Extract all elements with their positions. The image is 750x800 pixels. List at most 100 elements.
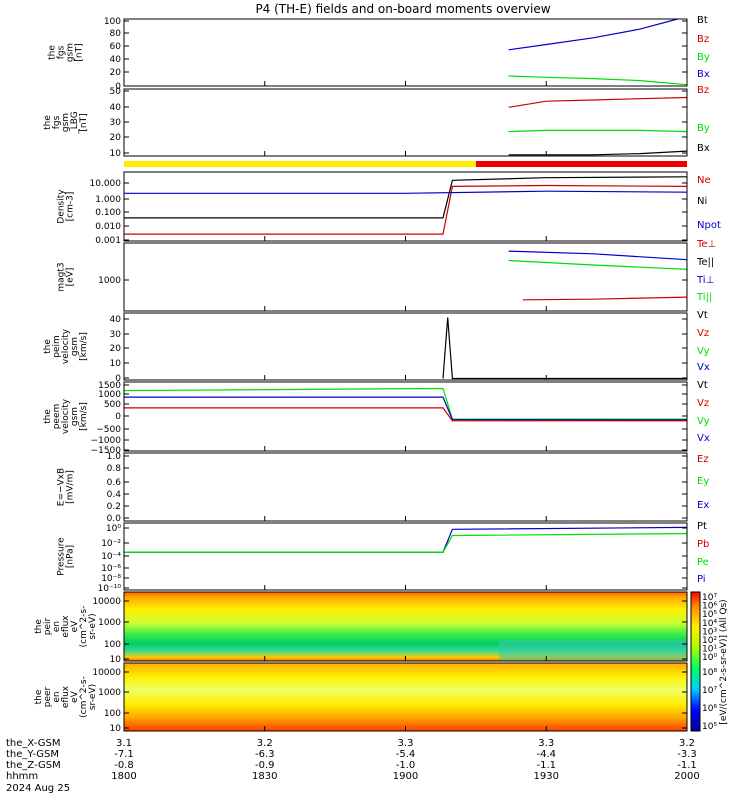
ytick-label-peem-velocity: 1000 (98, 390, 121, 400)
ytick-label-efield: 0.8 (107, 464, 122, 474)
footer-date: 2024 Aug 25 (6, 783, 70, 794)
legend-pressure: Pe (697, 557, 709, 568)
status-bar-red (475, 161, 687, 167)
colorbar-tick: 10² (702, 636, 717, 646)
series-line-Ne (124, 184, 688, 235)
spectrograms (124, 592, 687, 731)
footer-label: the_X-GSM (6, 738, 60, 749)
ytick-label-pressure: 10⁰ (106, 524, 121, 534)
panel-frames (123, 18, 688, 732)
colorbar-tick: 10¹ (702, 645, 717, 655)
ytick-label-peer-eflux: 100 (104, 709, 121, 719)
ylabel-peem-velocity: the (43, 409, 53, 424)
footer-value: 3.3 (538, 738, 554, 749)
series-line-Ti|| (508, 259, 688, 270)
ylabel-density: [cm-3] (66, 192, 76, 222)
legend-fgs-gsm: Bz (697, 85, 709, 96)
footer-value: -5.4 (396, 749, 416, 760)
footer-value: 3.2 (257, 738, 273, 749)
ytick-label-fgs-gsm: 10 (110, 149, 122, 159)
ylabel-peir-eflux: en (52, 621, 62, 632)
ylabel-peim-velocity: peim (52, 335, 62, 358)
ylabel-peer-eflux: the (34, 689, 44, 704)
ylabel-peem-velocity: velocity (61, 398, 71, 434)
ylabel-peir-eflux: peir (43, 617, 53, 635)
colorbar-tick: 10⁷ (702, 686, 717, 696)
footer-label: the_Y-GSM (6, 749, 59, 760)
ylabel-fgs-gsm-mag: [nT] (75, 43, 85, 61)
legend-density: Ni (697, 196, 707, 207)
ytick-label-efield: 0.4 (107, 490, 122, 500)
footer-value: -0.8 (114, 760, 134, 771)
ylabel-fgs-gsm-mag: gsm (66, 43, 76, 62)
ytick-label-fgs-gsm: 20 (110, 133, 122, 143)
panel-frame-fgs-gsm-mag (123, 18, 688, 87)
ytick-label-peim-velocity: 0 (115, 374, 121, 384)
footer-value: 2000 (674, 771, 699, 782)
panel-frame-pressure (123, 522, 688, 591)
legend-peem-velocity: Vx (697, 433, 710, 444)
legend-fgs-gsm-mag: Bx (697, 69, 710, 80)
series-line-Ni (124, 176, 688, 219)
legend-pressure: Pi (697, 574, 706, 585)
spectrogram-peer-eflux (124, 663, 687, 731)
colorbar-tick: 10⁵ (702, 610, 717, 620)
ylabel-peer-eflux: (cm^2-s- (79, 676, 89, 718)
legend-peem-velocity: Vy (697, 416, 710, 427)
ylabel-peir-eflux: (cm^2-s- (79, 606, 89, 648)
ytick-label-fgs-gsm: 50 (110, 87, 122, 97)
series-line-Bz (508, 96, 688, 108)
ylabel-fgs-gsm: gsm (61, 113, 71, 132)
ytick-label-efield: 1.0 (107, 452, 122, 462)
ytick-label-pressure: 10⁻⁶ (101, 564, 121, 574)
legend-fgs-gsm-mag: By (697, 52, 710, 63)
ylabel-peim-velocity: the (43, 339, 53, 354)
series-line-Vx (124, 396, 688, 421)
ylabel-peer-eflux: eV (70, 690, 80, 703)
legend-fgs-gsm-mag: Bt (697, 15, 708, 26)
ylabel-peer-eflux: en (52, 691, 62, 702)
ytick-label-peem-velocity: −1000 (91, 436, 122, 446)
ytick-label-peer-eflux: 10000 (92, 668, 121, 678)
panel-frame-density (123, 171, 688, 242)
legend-temperature: Te⊥ (696, 239, 716, 250)
panel-frame-peem-velocity (123, 381, 688, 452)
legend-temperature: Te|| (696, 257, 714, 268)
legend-fgs-gsm: By (697, 123, 710, 134)
footer-value: 1900 (393, 771, 418, 782)
ytick-label-density: 1.000 (95, 195, 121, 205)
ytick-label-peim-velocity: 30 (110, 330, 122, 340)
ylabel-efield: [mV/m] (66, 470, 76, 504)
footer-label: hhmm (6, 771, 38, 782)
ytick-label-efield: 0.6 (107, 478, 122, 488)
ylabel-peir-eflux: eV (70, 620, 80, 633)
ytick-label-fgs-gsm-mag: 0 (115, 82, 121, 92)
legend-peim-velocity: Vx (697, 362, 710, 373)
ytick-label-peir-eflux: 10 (110, 655, 122, 665)
panel-frame-fgs-gsm (123, 88, 688, 157)
ylabel-temperature: [eV] (66, 268, 76, 287)
ylabel-fgs-gsm-mag: fgs (57, 45, 67, 59)
ylabel-peim-velocity: velocity (61, 328, 71, 364)
series-line-Vy (123, 387, 687, 420)
ytick-label-peim-velocity: 20 (110, 344, 122, 354)
legend-peim-velocity: Vy (697, 346, 710, 357)
series-line-By (508, 129, 688, 133)
footer-value: 3.3 (398, 738, 414, 749)
ytick-label-density: 10.000 (90, 179, 122, 189)
ylabel-temperature: magt3 (57, 262, 67, 291)
series-line-Ti⊥ (508, 250, 688, 261)
ylabel-peer-eflux: eflux (61, 685, 71, 708)
footer-value: -1.1 (677, 760, 697, 771)
colorbar-tick: 10⁷ (702, 593, 717, 603)
legend-peem-velocity: Vt (697, 380, 708, 391)
ytick-label-fgs-gsm-mag: 40 (110, 55, 122, 65)
legend-efield: Ez (697, 454, 709, 465)
legend-efield: Ey (697, 476, 709, 487)
ytick-label-efield: 0.2 (107, 502, 121, 512)
ytick-label-temperature: 1000 (98, 276, 121, 286)
ylabel-fgs-gsm: the (43, 115, 53, 130)
ytick-label-density: 0.001 (95, 236, 121, 246)
